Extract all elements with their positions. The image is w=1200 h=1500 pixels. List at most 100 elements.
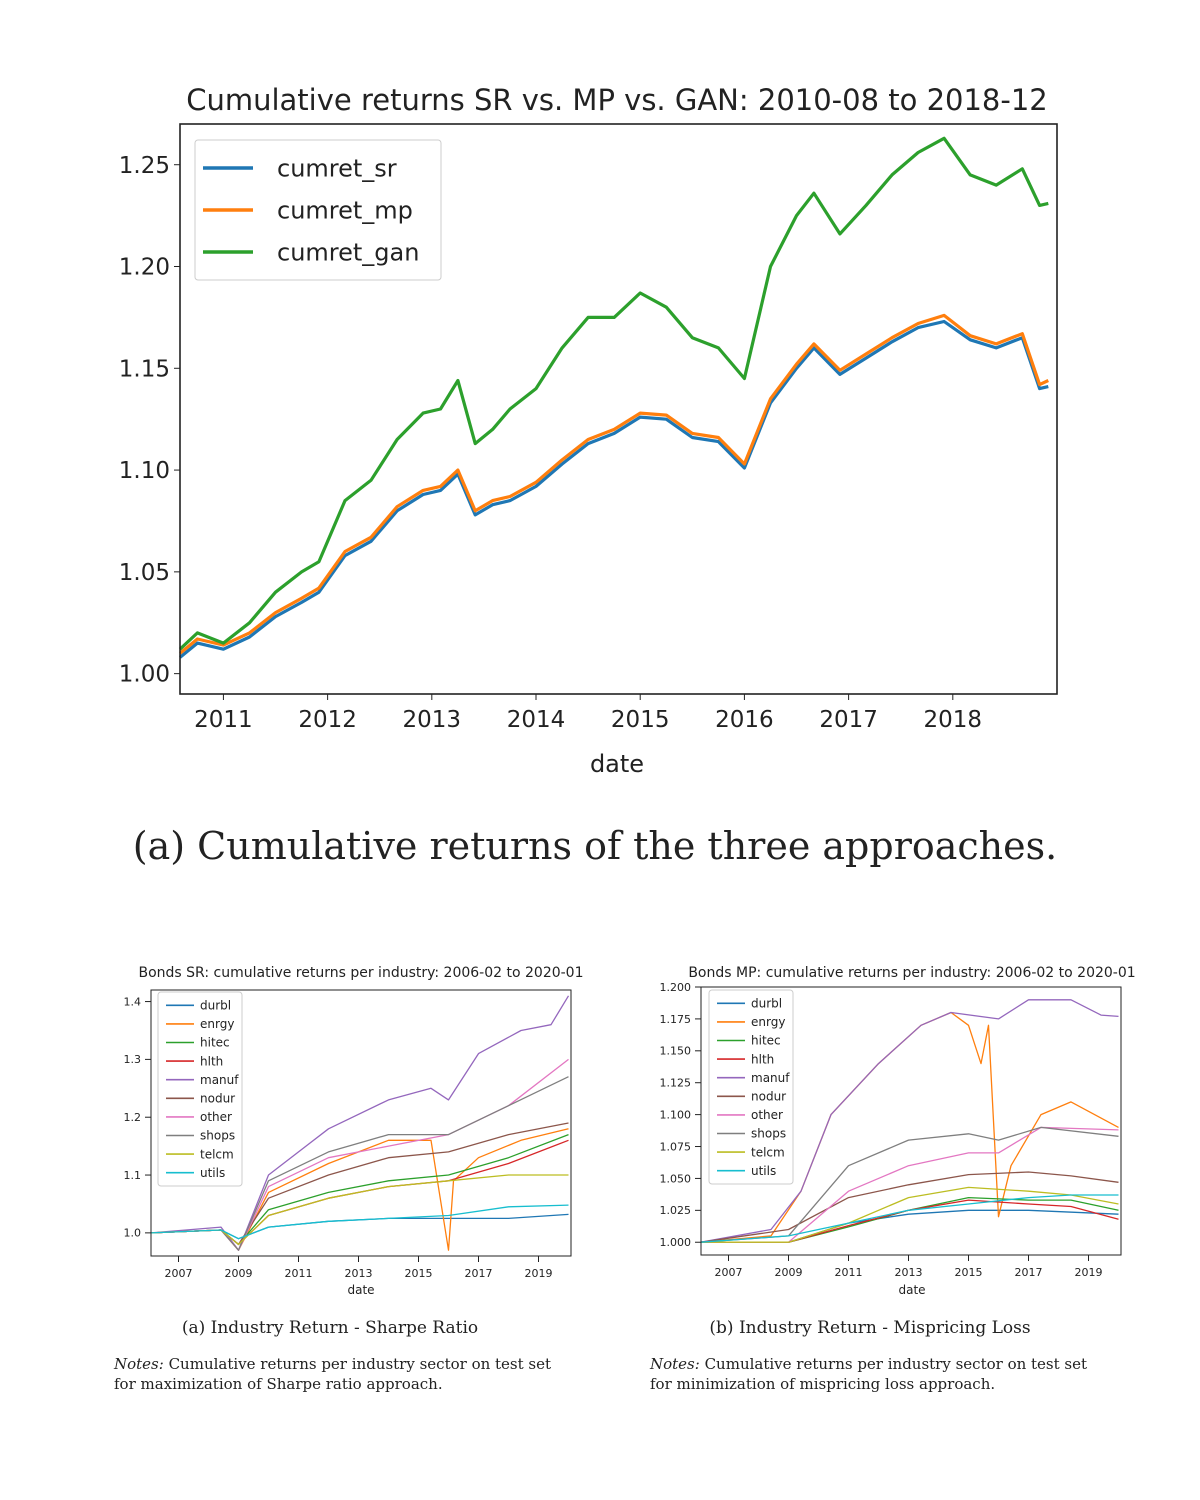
x-tick-label: 2007	[165, 1267, 193, 1280]
legend-label-other: other	[751, 1108, 783, 1122]
x-tick-label: 2012	[298, 707, 357, 733]
x-tick-label: 2016	[715, 707, 774, 733]
y-tick-label: 1.05	[119, 560, 170, 586]
plot-frame	[179, 123, 1058, 695]
y-tick-label: 1.125	[660, 1077, 692, 1090]
chart-title: Cumulative returns SR vs. MP vs. GAN: 20…	[186, 83, 1048, 117]
y-tick-label: 1.10	[119, 458, 170, 484]
x-tick-label: 2015	[955, 1266, 983, 1279]
x-tick-label: 2015	[405, 1267, 433, 1280]
legend-label-enrgy: enrgy	[200, 1017, 234, 1031]
legend-label-other: other	[200, 1110, 232, 1124]
y-tick-label: 1.2	[124, 1111, 142, 1124]
legend-label-telcm: telcm	[200, 1147, 234, 1161]
legend-label-hlth: hlth	[200, 1054, 223, 1068]
x-tick-label: 2009	[775, 1266, 803, 1279]
y-tick-label: 1.00	[119, 662, 170, 688]
series-line-manuf	[700, 999, 1119, 1243]
y-tick-label: 1.000	[660, 1236, 692, 1249]
y-tick-label: 1.025	[660, 1204, 692, 1217]
series-line-utils	[150, 1204, 569, 1240]
notes-right: Notes: Cumulative returns per industry s…	[650, 1354, 1120, 1394]
y-tick-label: 1.100	[660, 1108, 692, 1121]
notes-label: Notes:	[114, 1355, 164, 1373]
legend-label-manuf: manuf	[751, 1071, 790, 1085]
y-tick-label: 1.20	[119, 255, 170, 281]
x-tick-label: 2011	[285, 1267, 313, 1280]
y-tick-label: 1.050	[660, 1172, 692, 1185]
bonds-sr-industry-chart: Bonds SR: cumulative returns per industr…	[124, 965, 584, 1297]
subfigure-caption-left: (a) Industry Return - Sharpe Ratio	[181, 1318, 479, 1338]
top-cumulative-returns-chart: Cumulative returns SR vs. MP vs. GAN: 20…	[119, 83, 1058, 778]
legend-label-utils: utils	[200, 1166, 225, 1180]
x-axis-label: date	[590, 750, 644, 778]
x-tick-label: 2017	[819, 707, 878, 733]
legend-label-hlth: hlth	[751, 1052, 774, 1066]
notes-left: Notes: Cumulative returns per industry s…	[114, 1354, 584, 1394]
y-tick-label: 1.3	[124, 1053, 142, 1066]
x-tick-label: 2019	[1075, 1266, 1103, 1279]
x-axis-label: date	[347, 1283, 374, 1297]
legend-label-cumret_gan: cumret_gan	[277, 238, 419, 266]
y-tick-label: 1.4	[124, 995, 142, 1008]
legend: durbl enrgy hitec hlth manuf nodur other shops t…	[157, 991, 243, 1187]
x-tick-label: 2011	[194, 707, 253, 733]
y-tick-label: 1.0	[124, 1227, 142, 1240]
y-tick-label: 1.075	[660, 1140, 692, 1153]
legend: cumret_sr cumret_mp cumret_gan	[194, 139, 442, 281]
series-line-shops	[700, 1126, 1119, 1243]
notes-text-line2: for maximization of Sharpe ratio approac…	[114, 1375, 443, 1393]
chart-title: Bonds SR: cumulative returns per industr…	[139, 965, 584, 981]
x-tick-label: 2013	[403, 707, 462, 733]
plot-area: 2007 2009 2011 2013 2015 2017 2019 1.000 1.025 1.…	[660, 981, 1122, 1279]
x-tick-label: 2013	[345, 1267, 373, 1280]
y-tick-label: 1.25	[119, 153, 170, 179]
series-line-telcm	[701, 1186, 1119, 1243]
legend-box	[157, 991, 243, 1187]
x-tick-label: 2018	[924, 707, 983, 733]
notes-text-line2: for minimization of mispricing loss appr…	[650, 1375, 996, 1393]
legend-label-hitec: hitec	[200, 1036, 230, 1050]
subfigure-caption-right: (b) Industry Return - Mispricing Loss	[709, 1318, 1031, 1338]
x-tick-label: 2017	[1015, 1266, 1043, 1279]
x-tick-label: 2019	[525, 1267, 553, 1280]
y-tick-label: 1.200	[660, 981, 692, 994]
series-line-hitec	[701, 1196, 1119, 1243]
legend-label-utils: utils	[751, 1164, 776, 1178]
x-tick-label: 2017	[465, 1267, 493, 1280]
legend-label-shops: shops	[751, 1127, 786, 1141]
x-axis-label: date	[898, 1283, 925, 1297]
plot-area: 2007 2009 2011 2013 2015 2017 2019 1.0 1.1 1.2 1.3…	[124, 989, 572, 1280]
x-tick-label: 2007	[715, 1266, 743, 1279]
series-line-shops	[150, 1076, 569, 1251]
series-line-telcm	[150, 1174, 569, 1246]
legend-label-enrgy: enrgy	[751, 1015, 785, 1029]
y-tick-label: 1.150	[660, 1045, 692, 1058]
notes-text-line1: Cumulative returns per industry sector o…	[163, 1355, 552, 1373]
y-tick-label: 1.1	[124, 1169, 142, 1182]
notes-text-line1: Cumulative returns per industry sector o…	[699, 1355, 1088, 1373]
chart-title: Bonds MP: cumulative returns per industr…	[688, 965, 1135, 981]
legend-label-manuf: manuf	[200, 1073, 239, 1087]
y-tick-label: 1.175	[660, 1013, 692, 1026]
legend-label-cumret_mp: cumret_mp	[277, 196, 413, 224]
legend-label-cumret_sr: cumret_sr	[277, 154, 397, 182]
legend-label-shops: shops	[200, 1129, 235, 1143]
plot-frame	[700, 986, 1122, 1256]
bonds-mp-industry-chart: Bonds MP: cumulative returns per industr…	[660, 965, 1136, 1297]
figure-caption: (a) Cumulative returns of the three appr…	[132, 824, 1058, 868]
x-tick-label: 2013	[895, 1266, 923, 1279]
x-tick-label: 2015	[611, 707, 670, 733]
series-line-utils	[700, 1194, 1119, 1243]
series-line-durbl	[150, 1213, 569, 1240]
legend-box	[194, 139, 442, 281]
plot-frame	[150, 989, 572, 1257]
x-tick-label: 2009	[225, 1267, 253, 1280]
legend: durbl enrgy hitec hlth manuf nodur other shops t…	[708, 989, 794, 1185]
legend-label-durbl: durbl	[751, 997, 782, 1011]
series-line-hlth	[701, 1199, 1119, 1243]
legend-box	[708, 989, 794, 1185]
notes-label: Notes:	[650, 1355, 700, 1373]
y-tick-label: 1.15	[119, 356, 170, 382]
series-line-cumret_mp	[178, 313, 1049, 655]
